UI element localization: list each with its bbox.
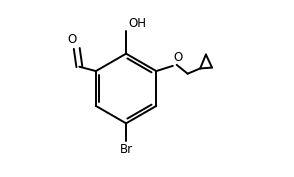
Text: O: O: [173, 52, 183, 64]
Text: OH: OH: [128, 17, 146, 30]
Text: O: O: [67, 33, 76, 46]
Text: Br: Br: [120, 143, 133, 156]
